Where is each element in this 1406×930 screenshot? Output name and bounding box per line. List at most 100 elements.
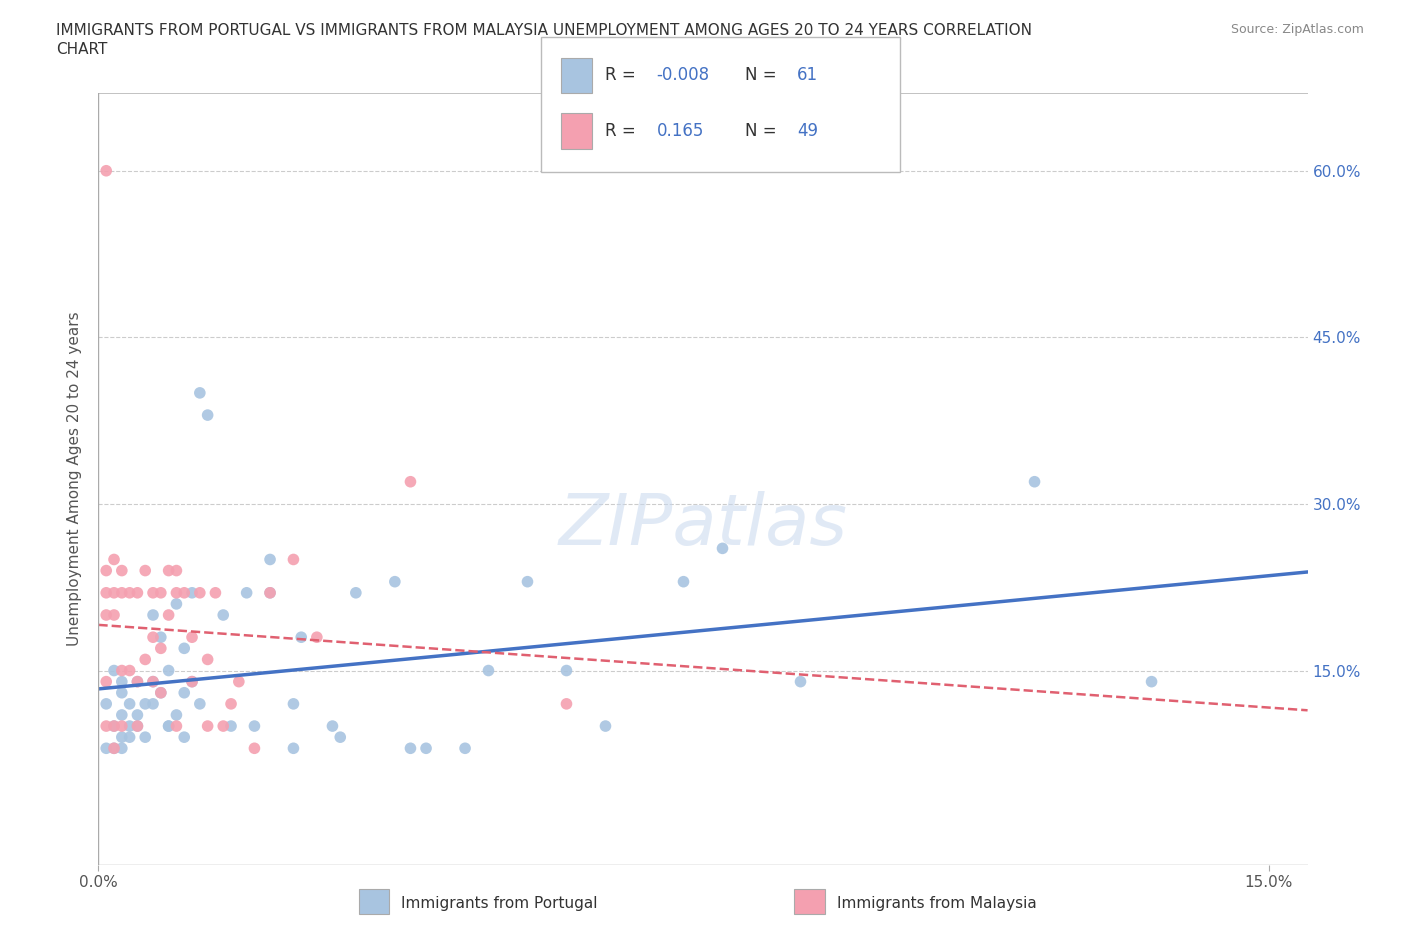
- Point: [149, 585, 172, 600]
- Point: [111, 730, 134, 745]
- Point: [305, 630, 328, 644]
- Point: [243, 741, 266, 756]
- Point: [127, 719, 149, 734]
- Point: [165, 596, 187, 611]
- Point: [96, 674, 118, 689]
- Point: [165, 719, 187, 734]
- Point: [103, 552, 125, 567]
- Point: [219, 719, 242, 734]
- Point: [142, 630, 165, 644]
- Point: [103, 663, 125, 678]
- Point: [157, 607, 180, 622]
- Text: Immigrants from Malaysia: Immigrants from Malaysia: [837, 897, 1036, 911]
- Text: 49: 49: [797, 122, 818, 140]
- Point: [188, 697, 211, 711]
- Point: [118, 697, 141, 711]
- Point: [454, 741, 477, 756]
- Y-axis label: Unemployment Among Ages 20 to 24 years: Unemployment Among Ages 20 to 24 years: [67, 312, 83, 646]
- Point: [157, 564, 180, 578]
- Point: [219, 697, 242, 711]
- Text: CHART: CHART: [56, 42, 108, 57]
- Point: [259, 585, 281, 600]
- Point: [127, 719, 149, 734]
- Point: [259, 552, 281, 567]
- Point: [103, 585, 125, 600]
- Point: [127, 585, 149, 600]
- Point: [789, 674, 811, 689]
- Point: [111, 564, 134, 578]
- Point: [111, 685, 134, 700]
- Point: [344, 585, 367, 600]
- Point: [181, 630, 204, 644]
- Point: [290, 630, 312, 644]
- Text: 61: 61: [797, 66, 818, 85]
- Point: [96, 697, 118, 711]
- Point: [384, 574, 406, 589]
- Point: [149, 685, 172, 700]
- Point: [283, 697, 305, 711]
- Point: [555, 697, 578, 711]
- Point: [127, 674, 149, 689]
- Point: [111, 585, 134, 600]
- Point: [283, 552, 305, 567]
- Point: [399, 474, 422, 489]
- Point: [329, 730, 352, 745]
- Point: [1024, 474, 1046, 489]
- Point: [243, 719, 266, 734]
- Point: [197, 652, 219, 667]
- Point: [96, 607, 118, 622]
- Text: ZIPatlas: ZIPatlas: [558, 491, 848, 560]
- Point: [134, 730, 156, 745]
- Point: [173, 685, 195, 700]
- Point: [96, 164, 118, 179]
- Point: [118, 585, 141, 600]
- Point: [103, 719, 125, 734]
- Point: [181, 674, 204, 689]
- Text: R =: R =: [605, 122, 641, 140]
- Point: [118, 719, 141, 734]
- Point: [96, 719, 118, 734]
- Point: [96, 585, 118, 600]
- Text: Immigrants from Portugal: Immigrants from Portugal: [401, 897, 598, 911]
- Point: [197, 719, 219, 734]
- Point: [212, 607, 235, 622]
- Point: [399, 741, 422, 756]
- Point: [118, 663, 141, 678]
- Text: 0.165: 0.165: [657, 122, 704, 140]
- Point: [1140, 674, 1163, 689]
- Point: [204, 585, 226, 600]
- Point: [165, 585, 187, 600]
- Point: [235, 585, 257, 600]
- Point: [134, 697, 156, 711]
- Point: [103, 607, 125, 622]
- Point: [516, 574, 538, 589]
- Point: [142, 585, 165, 600]
- Point: [149, 685, 172, 700]
- Point: [672, 574, 695, 589]
- Point: [157, 719, 180, 734]
- Point: [165, 564, 187, 578]
- Point: [111, 719, 134, 734]
- Point: [555, 663, 578, 678]
- Point: [103, 719, 125, 734]
- Point: [165, 708, 187, 723]
- Point: [127, 674, 149, 689]
- Point: [173, 730, 195, 745]
- Point: [142, 674, 165, 689]
- Point: [118, 730, 141, 745]
- Point: [103, 741, 125, 756]
- Point: [111, 741, 134, 756]
- Point: [188, 385, 211, 400]
- Point: [134, 652, 156, 667]
- Point: [595, 719, 617, 734]
- Text: IMMIGRANTS FROM PORTUGAL VS IMMIGRANTS FROM MALAYSIA UNEMPLOYMENT AMONG AGES 20 : IMMIGRANTS FROM PORTUGAL VS IMMIGRANTS F…: [56, 23, 1032, 38]
- Point: [142, 674, 165, 689]
- Point: [212, 719, 235, 734]
- Text: N =: N =: [745, 122, 782, 140]
- Point: [96, 564, 118, 578]
- Point: [188, 585, 211, 600]
- Point: [181, 674, 204, 689]
- Point: [477, 663, 499, 678]
- Point: [228, 674, 250, 689]
- Point: [149, 641, 172, 656]
